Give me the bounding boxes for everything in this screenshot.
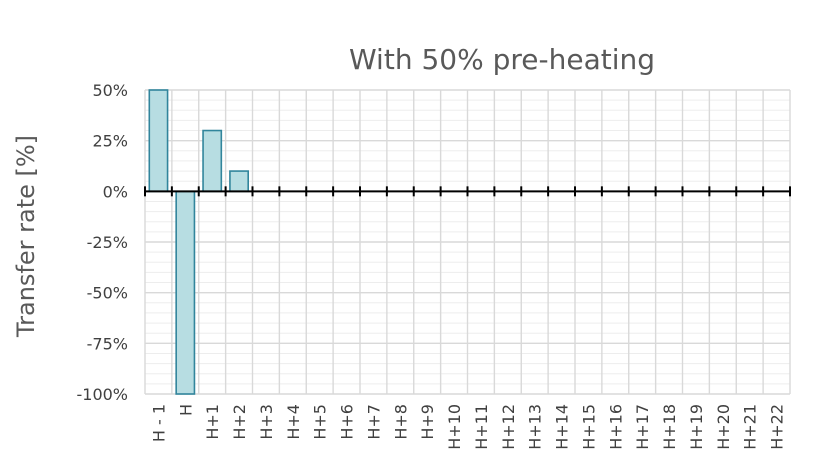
axes <box>144 186 791 197</box>
x-tick-label: H+11 <box>472 404 491 450</box>
x-tick-label: H+22 <box>768 404 787 450</box>
x-tick-label: H+12 <box>499 404 518 450</box>
x-tick-label: H+8 <box>391 404 410 440</box>
x-tick-label: H+5 <box>311 404 330 440</box>
x-tick-label: H+16 <box>606 404 625 450</box>
x-tick-label: H+1 <box>203 404 222 440</box>
bars <box>148 89 250 395</box>
y-tick-label: 0% <box>103 182 128 201</box>
chart-title: With 50% pre-heating <box>349 43 655 76</box>
x-tick-label: H+21 <box>741 404 760 450</box>
x-tick-label: H+10 <box>445 404 464 450</box>
x-tick-label: H+15 <box>579 404 598 450</box>
bar-h-1 <box>148 89 169 193</box>
x-tick-label: H+17 <box>633 404 652 450</box>
x-tick-label: H+19 <box>687 404 706 450</box>
x-tick-label: H+2 <box>230 404 249 440</box>
x-tick-label: H+18 <box>660 404 679 450</box>
x-tick-label: H+3 <box>257 404 276 440</box>
grid <box>144 89 791 395</box>
x-tick-label: H+20 <box>714 404 733 450</box>
y-tick-label: -50% <box>87 284 128 303</box>
x-tick-label: H+13 <box>526 404 545 450</box>
x-tick-label: H+9 <box>418 404 437 440</box>
y-tick-label: 50% <box>92 81 128 100</box>
x-tick-label: H - 1 <box>149 404 168 442</box>
x-tick-label: H+4 <box>284 404 303 440</box>
y-tick-label: -25% <box>87 233 128 252</box>
bar-h <box>175 190 196 395</box>
y-tick-label: -100% <box>76 385 128 404</box>
x-tick-label: H+6 <box>338 404 357 440</box>
tick-labels: 50% 25% 0% -25% -50% -75% -100% H - 1 H H+1 H+2 H+3… <box>76 81 786 450</box>
x-tick-label: H+14 <box>553 404 572 450</box>
x-tick-label: H <box>176 404 195 416</box>
y-axis-label: Transfer rate [%] <box>12 135 40 338</box>
bar-h+2 <box>229 170 250 193</box>
y-tick-label: -75% <box>87 334 128 353</box>
y-tick-label: 25% <box>92 132 128 151</box>
x-tick-label: H+7 <box>364 404 383 440</box>
bar-h+1 <box>202 129 223 193</box>
